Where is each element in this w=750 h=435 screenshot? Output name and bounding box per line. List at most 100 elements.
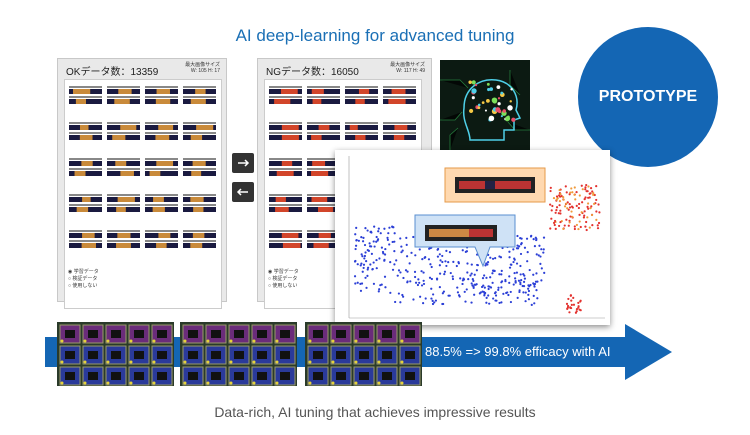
scatter-dot: [522, 280, 526, 283]
thumb-heat: [193, 207, 204, 212]
thumb-label: [307, 204, 340, 206]
scatter-dot: [428, 276, 432, 279]
scatter-dot: [431, 299, 434, 302]
thumb-label: [145, 230, 178, 232]
radio-option[interactable]: ◉ 学習データ: [268, 269, 299, 275]
scatter-dot: [595, 210, 598, 213]
brain-node: [477, 106, 481, 110]
thumb-heat: [79, 125, 89, 130]
scatter-dot: [464, 250, 467, 253]
scatter-dot: [524, 300, 527, 303]
scatter-dot: [386, 236, 389, 240]
thumb-heat: [190, 135, 203, 140]
scatter-dot: [356, 263, 359, 266]
scatter-dot: [589, 192, 592, 195]
thumb-heat: [311, 89, 324, 94]
scatter-dot: [585, 220, 588, 224]
pad: [229, 381, 233, 385]
thumb-heat: [120, 125, 137, 130]
scatter-dot: [550, 217, 553, 220]
scatter-dot: [394, 300, 397, 304]
scatter-dot: [558, 188, 561, 192]
scatter-dot: [540, 267, 543, 270]
scatter-dot: [542, 236, 546, 239]
size-value: W: 117 H: 49: [396, 68, 425, 74]
thumb-label: [307, 86, 340, 88]
thumb-label: [269, 122, 302, 124]
scatter-dot: [377, 290, 380, 293]
thumb-heat: [393, 135, 405, 140]
pad: [206, 339, 210, 343]
scatter-dot: [520, 278, 523, 282]
thumb-heat: [190, 99, 206, 104]
brain-node: [497, 97, 501, 100]
scatter-dot: [481, 277, 485, 280]
scatter-dot: [500, 280, 504, 283]
caption: Data-rich, AI tuning that achieves impre…: [214, 404, 536, 420]
scatter-dot: [420, 270, 423, 273]
scatter-dot: [434, 299, 437, 302]
thumb-label: [383, 96, 416, 98]
scatter-dot: [475, 283, 478, 286]
pad: [152, 360, 156, 364]
scatter-dot: [494, 299, 497, 302]
brain-node: [495, 107, 501, 113]
scatter-dot: [578, 194, 581, 197]
thumb-label: [383, 86, 416, 88]
scatter-dot: [558, 224, 561, 228]
scatter-dot: [447, 294, 450, 297]
scatter-dot: [372, 261, 375, 264]
scatter-dot: [471, 277, 474, 281]
scatter-dot: [457, 262, 460, 265]
scatter-dot: [563, 224, 566, 227]
scatter-dot: [365, 286, 368, 289]
scatter-dot: [498, 273, 501, 276]
radio-option[interactable]: ○ 使用しない: [268, 283, 298, 289]
scatter-dot: [368, 242, 371, 245]
scatter-dot: [579, 300, 582, 303]
scatter-dot: [404, 269, 408, 272]
thumb-label: [183, 158, 216, 160]
chip-core: [382, 351, 392, 359]
scatter-dot: [357, 239, 360, 242]
radio-option[interactable]: ○ 使用しない: [68, 283, 98, 289]
scatter-dot: [557, 212, 560, 215]
chip-core: [65, 330, 75, 338]
scatter-dot: [465, 288, 468, 291]
thumb-heat: [156, 89, 170, 94]
radio-option[interactable]: ○ 検証データ: [68, 276, 98, 282]
scatter-dot: [519, 281, 522, 284]
thumb-label: [383, 122, 416, 124]
size-label: 最大画像サイズ: [390, 62, 425, 68]
chip-core: [188, 372, 198, 380]
scatter-dot: [512, 260, 515, 264]
radio-option[interactable]: ○ 検証データ: [268, 276, 298, 282]
scatter-dot: [433, 301, 436, 304]
chip-core: [65, 351, 75, 359]
thumb-heat: [282, 243, 301, 248]
scatter-dot: [391, 240, 394, 244]
thumb-label: [69, 204, 102, 206]
scatter-dot: [554, 227, 557, 230]
radio-option[interactable]: ◉ 学習データ: [68, 269, 99, 275]
scatter-dot: [533, 285, 536, 288]
pad: [331, 360, 335, 364]
scatter-dot: [372, 282, 376, 285]
scatter-dot: [379, 232, 382, 235]
thumb-heat: [114, 99, 130, 104]
scatter-dot: [383, 253, 387, 256]
thumb-label: [183, 132, 216, 134]
scatter-dot: [542, 248, 545, 251]
thumb-label: [307, 230, 340, 232]
scatter-dot: [522, 273, 525, 276]
thumb-heat: [318, 207, 334, 212]
scatter-dot: [391, 268, 395, 271]
thumb-label: [307, 122, 340, 124]
chip-core: [280, 372, 290, 380]
scatter-dot: [589, 207, 592, 210]
scatter-dot: [456, 286, 459, 289]
scatter-dot: [595, 184, 598, 188]
thumb-heat: [355, 99, 365, 104]
thumb-label: [145, 86, 178, 88]
thumb-label: [183, 230, 216, 232]
